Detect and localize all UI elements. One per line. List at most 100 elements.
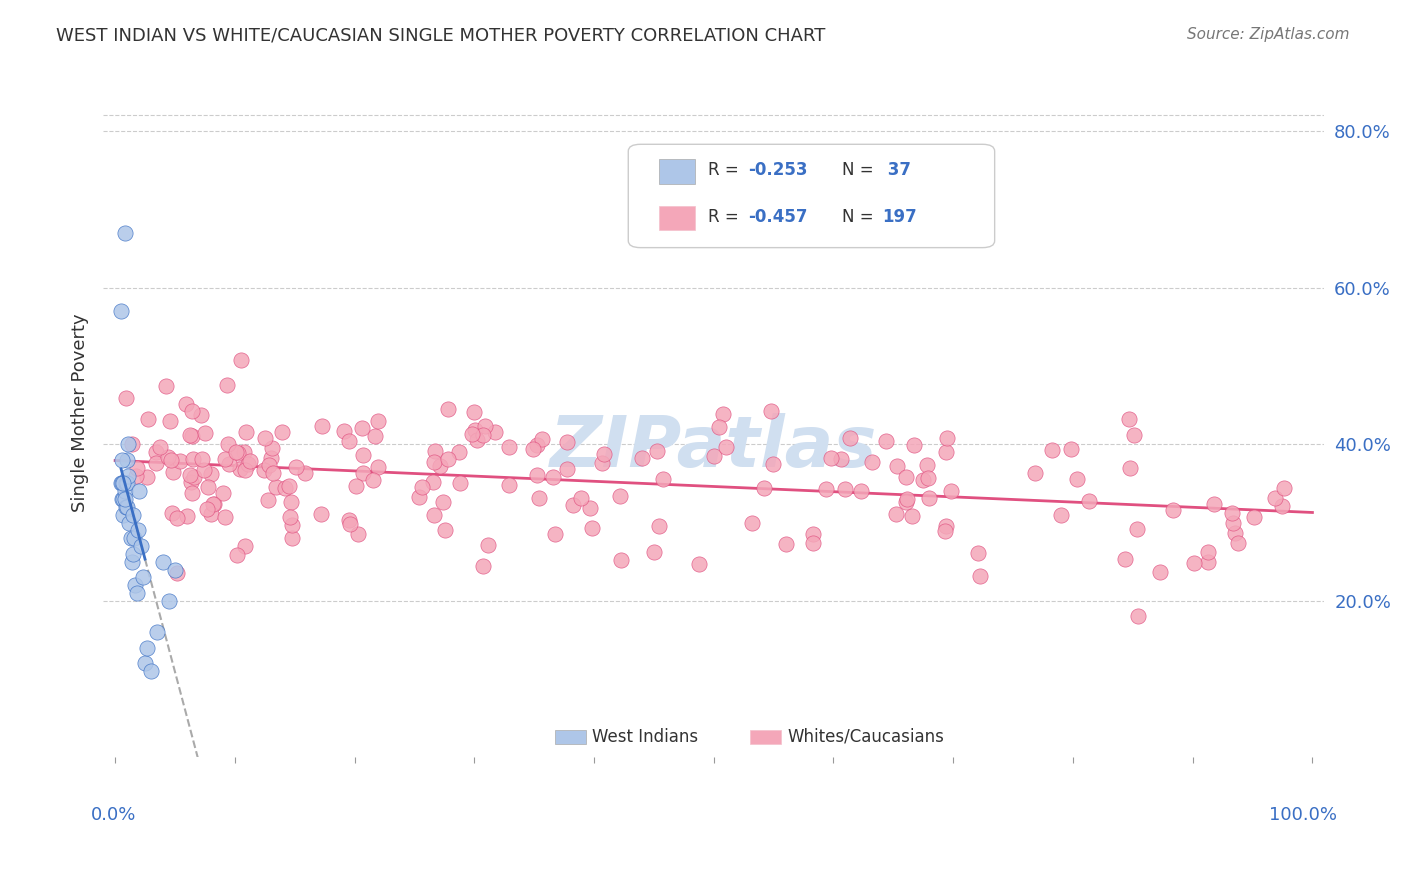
- Point: [541, 470, 564, 484]
- Point: [434, 523, 457, 537]
- Point: [112, 491, 135, 506]
- Point: [1024, 466, 1046, 480]
- Point: [145, 445, 167, 459]
- Point: [1182, 556, 1205, 570]
- Point: [260, 451, 283, 466]
- Point: [411, 480, 433, 494]
- Point: [120, 531, 142, 545]
- Point: [114, 484, 136, 499]
- Point: [591, 456, 613, 470]
- Point: [180, 475, 202, 490]
- Text: Whites/Caucasians: Whites/Caucasians: [787, 728, 943, 746]
- Point: [256, 492, 278, 507]
- Text: R =: R =: [707, 161, 744, 179]
- Point: [136, 640, 159, 655]
- Point: [122, 547, 145, 561]
- Point: [157, 594, 180, 608]
- Point: [917, 470, 939, 484]
- Point: [423, 455, 446, 469]
- Point: [233, 463, 256, 477]
- Point: [1119, 461, 1142, 475]
- Point: [166, 566, 188, 580]
- Point: [285, 459, 308, 474]
- Point: [229, 461, 252, 475]
- Point: [522, 442, 544, 456]
- Point: [592, 447, 614, 461]
- Point: [194, 426, 217, 441]
- Point: [966, 546, 988, 560]
- Point: [214, 510, 236, 524]
- Point: [337, 434, 360, 448]
- Point: [212, 485, 235, 500]
- Point: [115, 476, 138, 491]
- Point: [337, 513, 360, 527]
- Point: [180, 404, 202, 418]
- Point: [134, 657, 156, 671]
- Point: [149, 440, 172, 454]
- Point: [111, 476, 134, 491]
- Point: [280, 494, 302, 508]
- Text: -0.457: -0.457: [748, 208, 807, 226]
- Point: [894, 470, 917, 484]
- Point: [1149, 565, 1171, 579]
- Point: [145, 456, 167, 470]
- Point: [1197, 555, 1219, 569]
- Point: [281, 531, 304, 545]
- FancyBboxPatch shape: [555, 730, 585, 744]
- Point: [273, 481, 295, 495]
- Point: [179, 428, 201, 442]
- Point: [294, 466, 316, 480]
- Point: [1078, 494, 1101, 508]
- Point: [526, 437, 548, 451]
- Point: [775, 537, 797, 551]
- Point: [1197, 544, 1219, 558]
- Point: [527, 491, 550, 506]
- Point: [969, 569, 991, 583]
- Point: [128, 484, 150, 499]
- Point: [226, 446, 249, 460]
- Point: [169, 453, 191, 467]
- Point: [112, 508, 135, 522]
- Point: [270, 425, 292, 439]
- Text: -0.253: -0.253: [748, 161, 807, 179]
- Point: [834, 483, 856, 497]
- Point: [422, 475, 444, 489]
- Point: [346, 479, 368, 493]
- Text: R =: R =: [707, 208, 744, 226]
- Point: [122, 531, 145, 545]
- Point: [896, 491, 918, 506]
- Text: ZIPatlas: ZIPatlas: [550, 413, 877, 482]
- Point: [1243, 510, 1265, 524]
- Point: [264, 480, 287, 494]
- Point: [647, 519, 669, 533]
- Point: [352, 466, 374, 480]
- FancyBboxPatch shape: [659, 160, 696, 185]
- Point: [1114, 552, 1136, 566]
- Text: 37: 37: [883, 161, 911, 179]
- Point: [886, 507, 908, 521]
- Point: [437, 402, 460, 417]
- Point: [651, 472, 673, 486]
- Point: [176, 509, 198, 524]
- Point: [190, 408, 212, 422]
- Point: [252, 463, 274, 477]
- Point: [352, 421, 374, 435]
- Point: [163, 562, 186, 576]
- Point: [201, 497, 224, 511]
- Point: [262, 466, 284, 480]
- Point: [131, 570, 153, 584]
- Point: [1066, 472, 1088, 486]
- Point: [484, 425, 506, 439]
- Point: [121, 555, 143, 569]
- Point: [363, 429, 385, 443]
- Point: [463, 405, 485, 419]
- Text: N =: N =: [842, 208, 879, 226]
- Point: [347, 527, 370, 541]
- Point: [875, 434, 897, 448]
- Point: [146, 625, 169, 640]
- Point: [127, 524, 149, 538]
- Point: [1220, 506, 1243, 520]
- Point: [225, 444, 247, 458]
- Point: [609, 489, 631, 503]
- Point: [465, 433, 488, 447]
